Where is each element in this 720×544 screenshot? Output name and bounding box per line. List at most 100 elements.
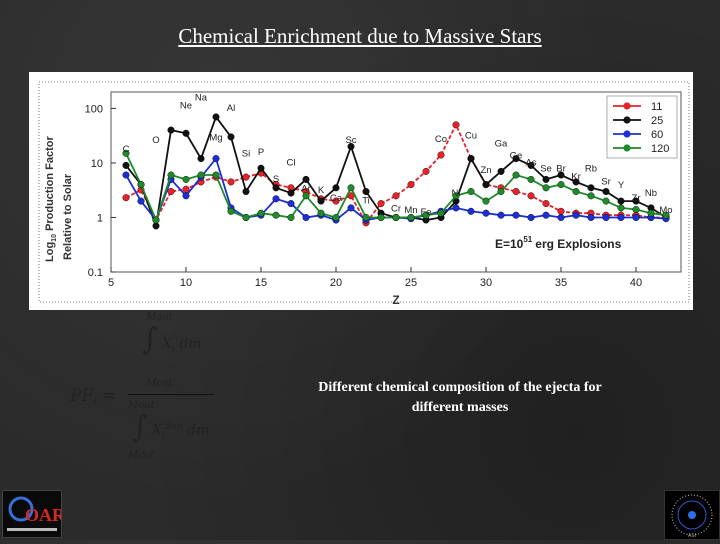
data-point	[437, 209, 445, 217]
data-point	[497, 167, 505, 175]
x-tick-label: 20	[330, 277, 342, 289]
data-point	[407, 181, 415, 189]
data-point	[182, 192, 190, 200]
data-point	[257, 209, 265, 217]
legend-swatch-dot	[623, 144, 631, 152]
data-point	[482, 181, 490, 189]
element-label: Kr	[571, 171, 581, 182]
energy-annotation: E=1051 erg Explosions	[495, 235, 622, 251]
ylabel-pf: Production Factor	[44, 136, 56, 235]
caption-line2: different masses	[411, 400, 509, 415]
data-point	[272, 211, 280, 219]
data-point	[602, 197, 610, 205]
annotation-prefix: E=10	[495, 237, 524, 251]
x-tick-label: 30	[480, 277, 492, 289]
element-label: Ni	[452, 188, 461, 199]
data-point	[497, 187, 505, 195]
data-point	[527, 213, 535, 221]
data-point	[452, 192, 460, 200]
data-point	[122, 161, 130, 169]
data-point	[632, 205, 640, 213]
element-label: Nb	[645, 188, 657, 199]
data-point	[347, 142, 355, 150]
legend-swatch-dot	[623, 102, 631, 110]
data-point	[347, 184, 355, 192]
data-point	[542, 175, 550, 183]
data-point	[287, 200, 295, 208]
data-point	[242, 187, 250, 195]
y-axis-title-line1: Log10 Production Factor	[44, 136, 58, 262]
legend-label: 60	[651, 129, 663, 141]
num-upper-limit: Mout	[146, 312, 173, 323]
data-point	[527, 161, 535, 169]
y-tick-label: 1	[97, 212, 103, 224]
formula-equals: =	[101, 386, 117, 406]
data-point	[317, 209, 325, 217]
data-point	[182, 175, 190, 183]
data-point	[257, 164, 265, 172]
element-label: Mo	[659, 205, 672, 216]
data-point	[212, 171, 220, 179]
data-point	[227, 133, 235, 141]
data-point	[452, 121, 460, 129]
data-point	[122, 194, 130, 202]
data-point	[587, 213, 595, 221]
x-axis-title: Z	[392, 293, 399, 307]
data-point	[272, 195, 280, 203]
annotation-sup: 51	[523, 235, 532, 244]
element-label: Sc	[345, 135, 356, 146]
data-point	[497, 211, 505, 219]
element-label: Mn	[404, 205, 417, 216]
caption-line1: Different chemical composition of the ej…	[318, 380, 602, 395]
data-point	[137, 197, 145, 205]
data-point	[572, 178, 580, 186]
den-dm: dm	[187, 422, 210, 439]
element-label: C	[123, 144, 130, 155]
den-upper-limit: Mout	[128, 400, 155, 411]
element-label: Y	[618, 180, 625, 191]
data-point	[362, 213, 370, 221]
element-label: Zn	[480, 165, 491, 176]
axes-group: 5 10 15 20 25 30 35 40 100 10 1 0.1	[85, 103, 642, 289]
data-point	[152, 222, 160, 230]
data-point	[167, 126, 175, 134]
legend: 11 25 60 120	[606, 95, 678, 159]
data-point	[542, 200, 550, 208]
ylabel-log: Log	[44, 242, 56, 262]
element-label: Sr	[601, 177, 611, 188]
data-point	[467, 187, 475, 195]
data-point	[302, 192, 310, 200]
data-point	[287, 213, 295, 221]
data-point	[122, 149, 130, 157]
data-point	[482, 209, 490, 217]
element-label: Mg	[209, 132, 222, 143]
data-point	[602, 213, 610, 221]
data-point	[317, 197, 325, 205]
element-label: Rb	[585, 163, 597, 174]
data-point	[557, 207, 565, 215]
data-point	[557, 171, 565, 179]
data-point	[332, 184, 340, 192]
den-integrand: XiSun dm	[152, 422, 210, 442]
element-label: Si	[242, 149, 250, 160]
y-tick-label: 0.1	[88, 267, 103, 279]
element-label: Cr	[391, 203, 401, 214]
element-label: Br	[556, 163, 566, 174]
data-point	[182, 129, 190, 137]
data-point	[512, 171, 520, 179]
data-point	[287, 189, 295, 197]
data-point	[377, 213, 385, 221]
element-label: Ar	[301, 184, 311, 195]
data-point	[572, 211, 580, 219]
element-label: Ge	[510, 151, 523, 162]
data-point	[197, 155, 205, 163]
data-point	[212, 155, 220, 163]
data-point	[152, 216, 160, 224]
data-point	[122, 171, 130, 179]
formula-lhs: PFi =	[70, 386, 117, 409]
y-tick-label: 10	[91, 158, 103, 170]
data-point	[347, 204, 355, 212]
x-tick-label: 40	[630, 277, 642, 289]
data-point	[392, 192, 400, 200]
